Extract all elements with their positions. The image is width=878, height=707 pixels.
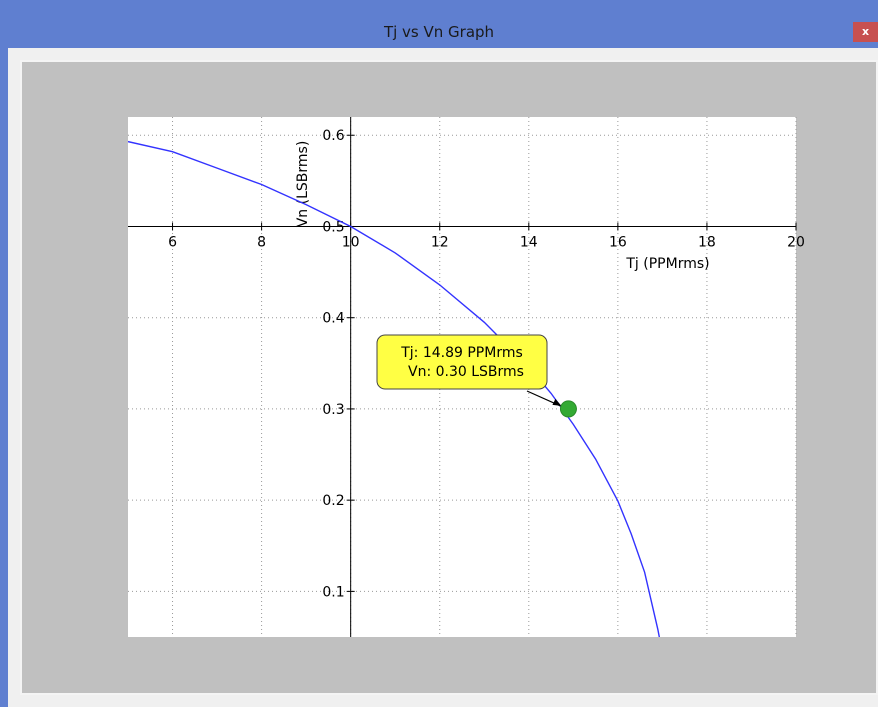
x-tick-label: 14 [520,234,538,250]
annotation-line2: Vn: 0.30 LSBrms [408,364,524,380]
x-tick-label: 20 [787,234,805,250]
y-axis-label: Vn (LSBrms) [295,141,311,228]
x-tick-label: 18 [698,234,716,250]
x-axis-label: Tj (PPMrms) [625,256,709,272]
x-tick-label: 8 [257,234,266,250]
annotation-box [376,334,548,390]
x-tick-label: 16 [609,234,627,250]
annotation-arrowhead [552,398,562,406]
window-title: Tj vs Vn Graph [383,23,495,41]
y-tick-label: 0.4 [322,311,344,327]
y-tick-label: 0.5 [322,219,344,235]
data-point-marker[interactable] [559,400,577,418]
y-tick-label: 0.1 [322,584,344,600]
close-button[interactable]: x [853,22,878,42]
y-tick-label: 0.3 [322,402,344,418]
title-bar[interactable]: Tj vs Vn Graph x [0,0,878,48]
x-tick-label: 12 [431,234,449,250]
y-tick-label: 0.2 [322,493,344,509]
y-tick-label: 0.6 [322,128,344,144]
x-tick-label: 6 [168,234,177,250]
annotation-line1: Tj: 14.89 PPMrms [400,345,523,361]
x-tick-label: 10 [342,234,360,250]
